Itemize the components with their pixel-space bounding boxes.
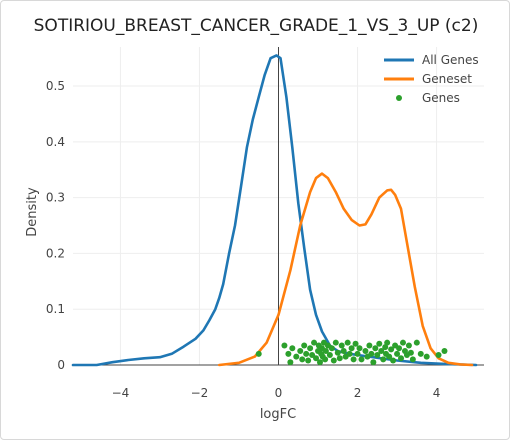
gene-point (366, 342, 373, 349)
gene-point (287, 359, 294, 366)
gene-point (372, 345, 379, 352)
gene-point (368, 350, 375, 357)
x-tick-label: −4 (112, 386, 130, 400)
gene-point (348, 345, 355, 352)
series-layer (71, 54, 478, 367)
gene-point (285, 350, 292, 357)
gene-point (336, 355, 343, 362)
y-axis-ticks: 0 0.1 0.2 0.3 0.4 0.5 (46, 79, 65, 372)
legend-label: All Genes (422, 53, 479, 67)
legend-item-1[interactable]: Geneset (384, 72, 472, 86)
y-tick-label: 0.3 (46, 191, 65, 205)
gene-point (311, 339, 318, 346)
gene-point (340, 348, 347, 355)
gene-point (441, 348, 448, 355)
gene-point (390, 357, 397, 364)
gene-point (354, 350, 361, 357)
gene-point (423, 353, 430, 360)
series-line-1 (217, 172, 474, 367)
gene-point (334, 349, 341, 356)
gene-point (326, 351, 333, 358)
gene-point (388, 346, 395, 353)
gene-point (370, 359, 377, 366)
gene-point (297, 348, 304, 355)
gene-point (376, 340, 383, 347)
gene-point (356, 345, 363, 352)
gene-point (386, 353, 393, 360)
gene-point (255, 350, 262, 357)
gene-point (358, 356, 365, 363)
gene-point (305, 357, 312, 364)
gene-point (362, 348, 369, 355)
y-tick-label: 0.2 (46, 246, 65, 260)
legend-label: Genes (422, 91, 460, 105)
gene-point (309, 351, 316, 358)
y-tick-label: 0.5 (46, 79, 65, 93)
series-points-2 (255, 339, 448, 366)
gene-point (398, 355, 405, 362)
gene-point (303, 350, 310, 357)
gene-point (293, 353, 300, 360)
gene-point (328, 345, 335, 352)
x-axis-ticks: −4 −2 0 2 4 (112, 386, 441, 400)
gene-point (399, 339, 406, 346)
legend-item-0[interactable]: All Genes (384, 53, 479, 67)
y-axis-title: Density (25, 187, 40, 237)
y-tick-label: 0.1 (46, 302, 65, 316)
gene-point (384, 339, 391, 346)
gene-point (352, 340, 359, 347)
gene-point (330, 357, 337, 364)
y-tick-label: 0.4 (46, 135, 65, 149)
gene-point (380, 356, 387, 363)
x-tick-label: 4 (433, 386, 441, 400)
gene-point (289, 345, 296, 352)
gene-point (382, 344, 389, 351)
gene-point (322, 348, 329, 355)
gene-point (394, 350, 401, 357)
gene-point (281, 342, 288, 349)
gene-point (413, 339, 420, 346)
gene-point (322, 356, 329, 363)
gene-point (301, 342, 308, 349)
gene-point (307, 345, 314, 352)
x-tick-label: −2 (191, 386, 209, 400)
gene-point (350, 356, 357, 363)
gene-point (316, 359, 323, 366)
chart-title: SOTIRIOU_BREAST_CANCER_GRADE_1_VS_3_UP (… (34, 16, 479, 36)
legend-item-2[interactable]: Genes (396, 91, 460, 105)
gene-point (344, 339, 351, 346)
x-axis-title: logFC (260, 407, 296, 422)
gene-point (407, 349, 414, 356)
gene-point (332, 339, 339, 346)
gene-point (378, 348, 385, 355)
gene-point (313, 355, 320, 362)
legend-label: Geneset (422, 72, 472, 86)
gene-point (396, 345, 403, 352)
series-line-0 (71, 54, 478, 367)
gene-point (405, 342, 412, 349)
gene-point (417, 350, 424, 357)
y-tick-label: 0 (57, 358, 65, 372)
gene-point (374, 351, 381, 358)
gene-point (435, 351, 442, 358)
gene-point (299, 356, 306, 363)
legend-swatch (396, 95, 402, 101)
gene-point (346, 350, 353, 357)
x-tick-label: 0 (275, 386, 283, 400)
x-tick-label: 2 (354, 386, 362, 400)
legend[interactable]: All Genes Geneset Genes (384, 53, 479, 105)
gene-point (338, 342, 345, 349)
gene-point (409, 356, 416, 363)
